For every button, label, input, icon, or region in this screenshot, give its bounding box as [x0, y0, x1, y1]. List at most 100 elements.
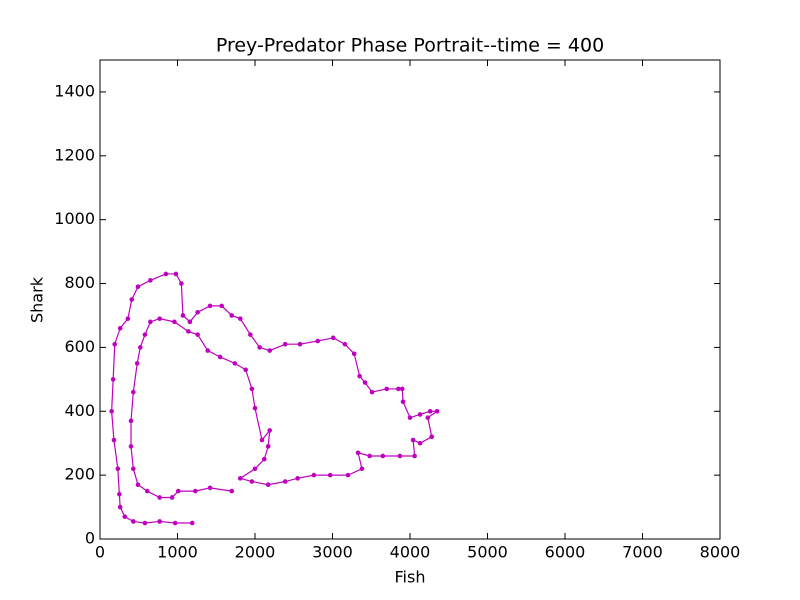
- data-point: [229, 488, 235, 494]
- data-point: [131, 389, 136, 395]
- data-point: [249, 386, 255, 392]
- data-point: [243, 367, 248, 373]
- data-point: [345, 472, 351, 478]
- data-point: [117, 504, 123, 510]
- data-point: [232, 361, 238, 366]
- data-point: [187, 319, 193, 325]
- data-point: [327, 472, 333, 478]
- data-point: [384, 386, 390, 392]
- data-point: [425, 415, 431, 420]
- data-point: [128, 444, 134, 449]
- data-point: [396, 386, 401, 392]
- x-tick-label: 3000: [312, 543, 353, 562]
- data-point: [229, 313, 235, 318]
- y-tick-label: 0: [85, 529, 95, 548]
- data-point: [180, 313, 186, 318]
- data-point: [109, 408, 114, 414]
- data-point: [207, 485, 213, 491]
- data-point: [417, 440, 423, 446]
- data-point: [265, 482, 271, 488]
- data-point: [195, 332, 200, 337]
- data-point: [148, 278, 153, 283]
- x-tick-label: 8000: [700, 543, 741, 562]
- data-point: [142, 332, 148, 337]
- data-point: [205, 348, 211, 353]
- data-point: [330, 335, 336, 341]
- y-axis-label: Shark: [28, 276, 47, 323]
- data-point: [135, 482, 141, 488]
- data-point: [355, 450, 361, 456]
- data-point: [429, 434, 435, 440]
- data-point: [259, 437, 265, 443]
- x-tick-label: 1000: [157, 543, 198, 562]
- data-point: [417, 412, 423, 417]
- data-point: [173, 271, 179, 277]
- y-tick-label: 400: [64, 401, 95, 420]
- x-axis-label: Fish: [395, 568, 426, 587]
- data-point: [407, 415, 413, 420]
- data-point: [359, 466, 365, 472]
- data-point: [148, 319, 153, 325]
- data-point: [207, 303, 213, 309]
- data-point: [122, 514, 128, 519]
- data-point: [175, 488, 181, 494]
- data-point: [179, 281, 184, 286]
- data-point: [157, 495, 162, 500]
- data-point: [367, 453, 373, 459]
- y-tick-label: 200: [64, 465, 95, 484]
- data-point: [295, 476, 300, 481]
- data-point: [342, 341, 348, 347]
- data-point: [400, 399, 406, 404]
- data-point: [248, 332, 253, 337]
- data-point: [434, 408, 440, 414]
- data-point: [163, 271, 169, 277]
- data-point: [128, 418, 134, 424]
- data-point: [172, 520, 178, 526]
- data-point: [111, 437, 117, 443]
- y-tick-label: 1000: [54, 209, 95, 228]
- data-point: [262, 456, 267, 462]
- data-point: [157, 316, 162, 321]
- data-point: [265, 444, 271, 449]
- x-tick-label: 6000: [545, 543, 586, 562]
- data-point: [237, 476, 243, 481]
- data-point: [369, 389, 375, 395]
- data-point: [252, 405, 258, 411]
- y-tick-label: 1400: [54, 81, 95, 100]
- data-point: [412, 453, 417, 459]
- data-point: [115, 466, 121, 472]
- x-tick-label: 5000: [467, 543, 508, 562]
- data-point: [142, 520, 148, 526]
- data-point: [186, 329, 191, 334]
- y-tick-label: 1200: [54, 145, 95, 164]
- data-point: [189, 520, 195, 526]
- data-point: [157, 519, 162, 524]
- y-tick-label: 800: [64, 273, 95, 292]
- x-tick-label: 0: [95, 543, 105, 562]
- data-point: [351, 351, 357, 357]
- data-point: [219, 303, 224, 309]
- data-point: [267, 348, 273, 353]
- chart-title: Prey-Predator Phase Portrait--time = 400: [216, 35, 604, 57]
- data-point: [249, 479, 255, 484]
- data-point: [282, 479, 288, 484]
- data-point: [129, 297, 135, 302]
- x-tick-label: 2000: [235, 543, 276, 562]
- data-point: [195, 309, 200, 315]
- data-point: [169, 495, 175, 500]
- data-point: [117, 325, 123, 331]
- data-point: [138, 345, 143, 350]
- x-tick-label: 7000: [622, 543, 663, 562]
- data-point: [217, 354, 223, 360]
- data-point: [357, 373, 362, 379]
- data-point: [125, 316, 131, 321]
- data-point: [282, 341, 288, 347]
- data-point: [410, 437, 416, 443]
- data-point: [134, 361, 140, 366]
- data-point: [135, 284, 141, 290]
- data-point: [193, 488, 198, 494]
- data-point: [131, 466, 136, 472]
- y-tick-label: 600: [64, 337, 95, 356]
- data-point: [172, 319, 177, 325]
